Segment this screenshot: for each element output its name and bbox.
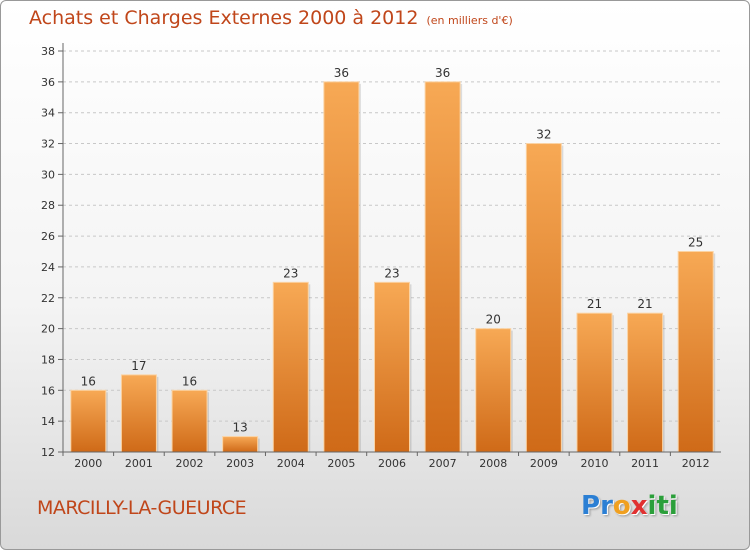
title-unit: (en milliers d'€) — [426, 14, 513, 27]
value-label: 36 — [435, 66, 450, 80]
y-tick-label: 18 — [41, 353, 55, 366]
value-label: 17 — [131, 359, 146, 373]
y-tick-label: 30 — [41, 168, 55, 181]
y-tick-label: 24 — [41, 261, 55, 274]
y-tick-label: 12 — [41, 446, 55, 459]
y-tick-label: 28 — [41, 199, 55, 212]
y-tick-label: 22 — [41, 292, 55, 305]
x-tick-label: 2010 — [580, 457, 608, 470]
y-tick-label: 26 — [41, 230, 55, 243]
value-label: 23 — [283, 266, 298, 280]
x-tick-label: 2007 — [429, 457, 457, 470]
value-label: 25 — [688, 236, 703, 250]
value-label: 36 — [334, 66, 349, 80]
y-tick-label: 36 — [41, 76, 55, 89]
value-label: 20 — [486, 313, 501, 327]
logo-letter: t — [656, 491, 669, 521]
x-tick-label: 2012 — [682, 457, 710, 470]
value-label: 21 — [587, 297, 602, 311]
y-tick-label: 20 — [41, 323, 55, 336]
bar-2012 — [677, 251, 714, 453]
y-tick-label: 14 — [41, 415, 55, 428]
y-tick-label: 32 — [41, 138, 55, 151]
proxiti-logo: Proxiti — [581, 491, 678, 521]
axis-layer: 12 14 16 18 20 22 24 26 28 30 32 34 36 38 2000 2001 2002… — [41, 43, 721, 470]
bar-2010 — [576, 312, 613, 453]
x-tick-label: 2004 — [277, 457, 305, 470]
value-label: 23 — [384, 266, 399, 280]
value-label: 21 — [637, 297, 652, 311]
value-label: 32 — [536, 128, 551, 142]
chart-title: Achats et Charges Externes 2000 à 2012 (e… — [29, 7, 513, 29]
logo-letter: r — [600, 491, 613, 521]
bar-2009 — [525, 143, 562, 453]
logo-letter: x — [630, 491, 648, 521]
bar-2000 — [70, 389, 107, 453]
logo-letter: i — [647, 491, 657, 521]
y-tick-label: 16 — [41, 384, 55, 397]
bar-2006 — [374, 281, 410, 453]
bar-layer: 16 17 16 13 23 36 23 36 20 32 21 21 25 — [70, 66, 716, 453]
value-label: 16 — [182, 374, 197, 388]
logo-letter: i — [668, 491, 678, 521]
y-tick-label: 34 — [41, 107, 55, 120]
x-tick-label: 2002 — [176, 457, 204, 470]
value-label: 16 — [81, 374, 96, 388]
x-tick-label: 2000 — [74, 457, 102, 470]
x-tick-label: 2003 — [226, 457, 254, 470]
x-tick-label: 2011 — [631, 457, 659, 470]
bar-2001 — [120, 374, 157, 453]
bar-2005 — [323, 81, 360, 453]
logo-letter: o — [612, 491, 631, 521]
y-tick-label: 38 — [41, 45, 55, 58]
bar-2011 — [627, 312, 664, 453]
x-tick-label: 2006 — [378, 457, 406, 470]
bar-2003 — [222, 436, 259, 453]
bar-2007 — [424, 81, 461, 453]
logo-letter: P — [581, 491, 601, 521]
bar-2008 — [475, 328, 512, 453]
x-tick-label: 2005 — [327, 457, 355, 470]
x-tick-label: 2009 — [530, 457, 558, 470]
city-name: MARCILLY-LA-GUEURCE — [37, 497, 247, 519]
bar-2002 — [171, 389, 208, 453]
bar-2004 — [272, 281, 309, 453]
x-tick-label: 2008 — [479, 457, 507, 470]
x-tick-label: 2001 — [125, 457, 153, 470]
title-text: Achats et Charges Externes 2000 à 2012 — [29, 7, 419, 29]
value-label: 13 — [233, 421, 248, 435]
